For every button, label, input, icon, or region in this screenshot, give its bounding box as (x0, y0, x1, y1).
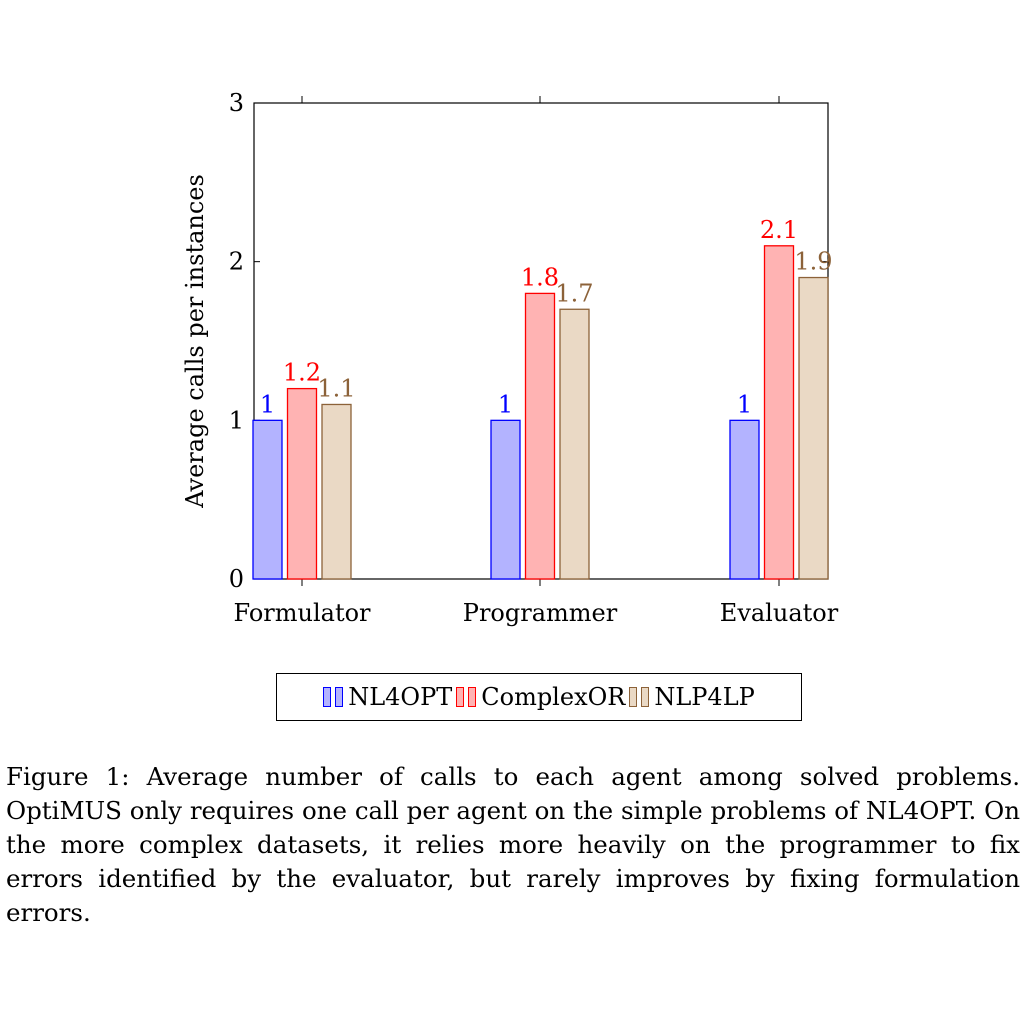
legend-swatch-complexor (456, 687, 477, 707)
legend-swatch-nl4opt (323, 687, 344, 707)
data-label: 1.9 (794, 248, 832, 276)
bar (559, 308, 590, 580)
data-label: 2.1 (760, 216, 798, 244)
legend-label-nl4opt: NL4OPT (348, 683, 453, 711)
bar (490, 419, 521, 580)
legend: NL4OPT ComplexOR NLP4LP (276, 673, 802, 721)
figure-caption: Figure 1: Average number of calls to eac… (6, 762, 1020, 927)
x-tick-label: Formulator (233, 599, 371, 627)
legend-item-nl4opt: NL4OPT (323, 683, 452, 711)
data-label: 1.2 (283, 359, 321, 387)
data-label: 1.7 (555, 279, 593, 307)
y-tick-label: 1 (229, 406, 244, 434)
bar (729, 419, 760, 580)
bar (286, 387, 318, 580)
legend-swatch-nlp4lp (629, 687, 650, 707)
data-label: 1 (498, 390, 513, 418)
data-label: 1 (260, 390, 275, 418)
data-label: 1 (737, 390, 752, 418)
legend-item-nlp4lp: NLP4LP (629, 683, 755, 711)
data-label: 1.8 (521, 263, 559, 291)
x-tick-label: Evaluator (720, 599, 839, 627)
bar (524, 292, 556, 580)
data-label: 1.1 (317, 374, 355, 402)
y-axis-label: Average calls per instances (181, 174, 209, 509)
x-tick-label: Programmer (463, 599, 618, 627)
y-tick-label: 0 (229, 565, 244, 593)
y-tick-label: 3 (229, 89, 244, 117)
bar (321, 403, 352, 580)
legend-label-nlp4lp: NLP4LP (654, 683, 755, 711)
bar (798, 276, 829, 580)
legend-item-complexor: ComplexOR (456, 683, 625, 711)
bar (763, 245, 795, 580)
bar (252, 419, 283, 580)
legend-label-complexor: ComplexOR (481, 683, 626, 711)
y-tick-label: 2 (229, 248, 244, 276)
